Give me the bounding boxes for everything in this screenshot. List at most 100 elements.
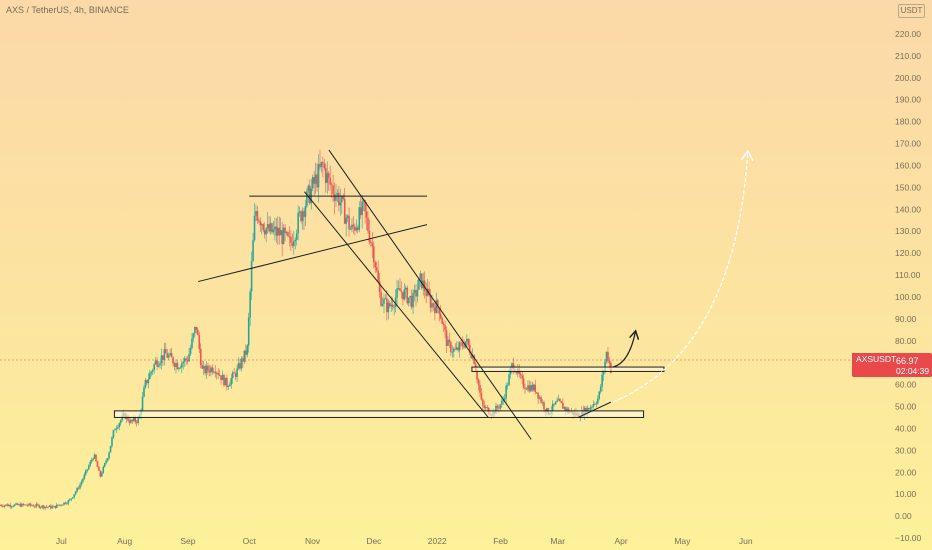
x-tick-label: Oct [243, 536, 257, 546]
channel-line [304, 191, 489, 418]
candle [288, 226, 291, 247]
candle [18, 503, 20, 506]
candle [82, 477, 84, 484]
candle [275, 218, 278, 244]
candle [176, 360, 179, 370]
candle [250, 251, 253, 300]
candle [560, 401, 563, 404]
candle [406, 285, 409, 305]
candle [304, 200, 307, 227]
candle [53, 505, 55, 507]
candle [255, 204, 257, 222]
y-tick-label: 160.00 [895, 160, 921, 170]
candle [557, 394, 560, 401]
candle [118, 422, 121, 431]
candle [598, 390, 601, 401]
candle [76, 486, 78, 493]
candle [114, 427, 116, 431]
candle [530, 381, 532, 393]
candle [211, 364, 214, 375]
candle [404, 285, 407, 299]
candle [109, 445, 112, 453]
candle [263, 222, 266, 239]
candle [327, 171, 330, 191]
candle [308, 179, 311, 206]
candle [563, 406, 566, 412]
candles [0, 149, 612, 511]
candle [77, 485, 80, 490]
candle [599, 383, 602, 394]
candle [294, 237, 297, 250]
candle [74, 490, 77, 496]
candle [92, 457, 94, 462]
candle [170, 347, 173, 358]
candle [535, 392, 538, 394]
candle [525, 387, 528, 390]
candle [410, 289, 413, 310]
support-zone [113, 410, 645, 418]
candle [199, 343, 202, 369]
candle [322, 156, 324, 178]
candle [420, 273, 423, 291]
candle [195, 326, 198, 334]
candle [496, 404, 499, 411]
candle [290, 230, 292, 251]
candle [9, 502, 11, 509]
candle [378, 272, 381, 299]
candle [506, 382, 509, 390]
candle [448, 332, 451, 349]
candle [295, 229, 298, 246]
candle [349, 225, 352, 230]
candle [128, 416, 131, 426]
candle [234, 371, 237, 381]
candle [112, 429, 115, 439]
candle [486, 405, 489, 411]
candle [240, 356, 243, 372]
candle [372, 241, 375, 269]
candle [556, 397, 558, 403]
candle [245, 344, 247, 362]
candle [37, 502, 39, 507]
candle [151, 368, 154, 376]
candle [0, 503, 1, 506]
candle [268, 216, 270, 234]
currency-button[interactable]: USDT [898, 4, 925, 18]
x-tick-label: 2022 [428, 536, 447, 546]
candle [332, 175, 334, 202]
candle [205, 361, 208, 379]
candle [279, 217, 282, 236]
candle [343, 188, 346, 225]
candle [166, 348, 169, 359]
candle [329, 165, 331, 191]
candle [285, 230, 288, 236]
resistance-zone [471, 366, 665, 372]
y-tick-label: 200.00 [895, 73, 921, 83]
candle [73, 494, 75, 499]
candle [253, 202, 256, 242]
candle [2, 504, 4, 508]
candle [108, 451, 110, 460]
candle [119, 419, 122, 426]
candle [452, 346, 455, 358]
candle [63, 502, 65, 506]
y-tick-label: 90.00 [895, 314, 917, 324]
candle [319, 149, 321, 170]
candle [426, 279, 429, 297]
candle [269, 216, 272, 235]
candle [521, 370, 523, 385]
candle [146, 379, 148, 386]
candle [339, 188, 342, 216]
candle [87, 464, 90, 471]
candle [237, 357, 240, 371]
candle [258, 218, 260, 224]
candle [202, 360, 205, 375]
candle [31, 504, 33, 507]
candle [147, 372, 150, 389]
candle [351, 218, 353, 233]
wedge-line [577, 401, 612, 418]
candle [249, 288, 251, 326]
candle [317, 154, 320, 203]
candle [397, 280, 400, 291]
candle [403, 283, 406, 302]
